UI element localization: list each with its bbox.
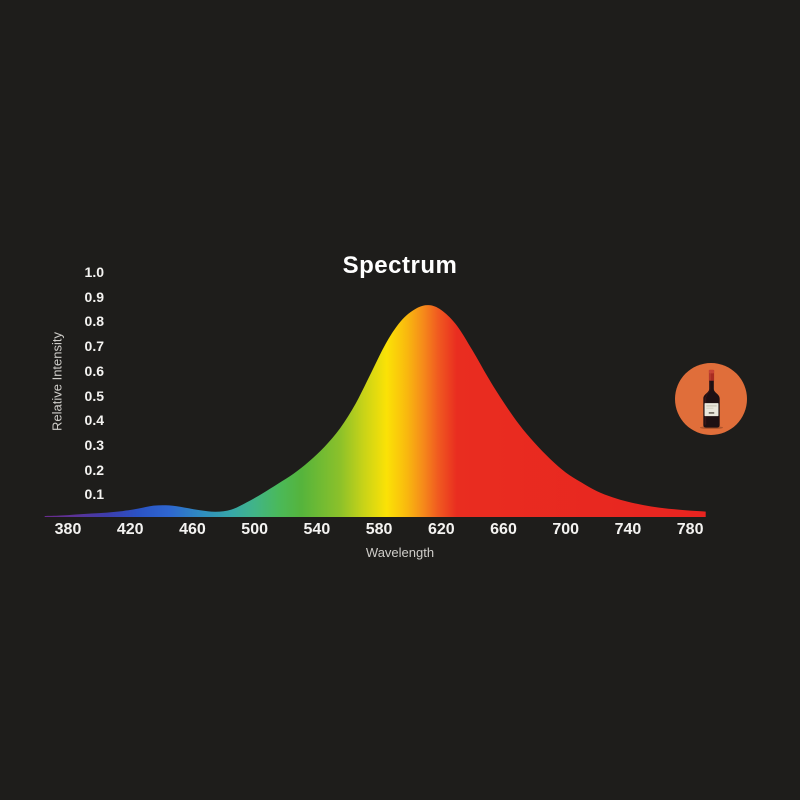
y-tick-label: 0.8 xyxy=(84,313,104,330)
spectrum-curve xyxy=(44,305,706,517)
chart-title: Spectrum xyxy=(342,252,458,279)
y-tick-label: 1.0 xyxy=(84,264,104,280)
wine-bottle-icon xyxy=(699,369,723,429)
x-tick-label: 540 xyxy=(303,521,331,538)
y-tick-label: 0.9 xyxy=(84,288,104,305)
y-axis-title: Relative Intensity xyxy=(49,332,65,431)
y-tick-label: 0.5 xyxy=(84,387,104,404)
x-tick-label: 460 xyxy=(179,521,206,538)
x-tick-label: 580 xyxy=(365,521,393,538)
y-tick-label: 0.1 xyxy=(84,486,104,503)
y-tick-label: 0.4 xyxy=(84,412,104,429)
x-tick-label: 500 xyxy=(241,521,268,538)
x-tick-label: 380 xyxy=(54,521,82,538)
y-tick-label: 0.2 xyxy=(84,461,104,478)
y-tick-label: 0.6 xyxy=(84,362,104,379)
y-tick-label: 0.3 xyxy=(84,436,104,453)
wine-bottle-badge xyxy=(675,363,747,435)
x-tick-label: 620 xyxy=(427,521,455,538)
x-axis-title: Wavelength xyxy=(365,545,435,560)
x-tick-label: 780 xyxy=(676,521,704,538)
x-tick-label: 700 xyxy=(552,521,580,538)
x-tick-label: 420 xyxy=(116,521,144,538)
y-tick-label: 0.7 xyxy=(84,338,104,355)
x-tick-label: 740 xyxy=(614,521,642,538)
x-tick-label: 660 xyxy=(490,521,517,538)
